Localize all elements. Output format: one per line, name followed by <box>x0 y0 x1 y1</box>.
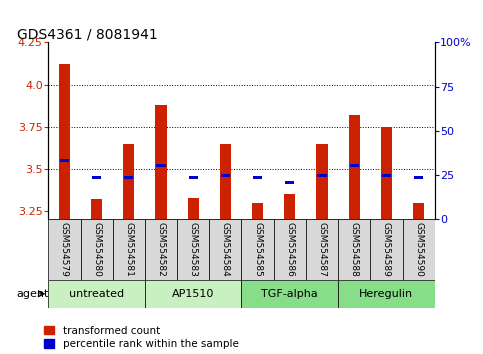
Bar <box>317 174 327 177</box>
Bar <box>92 176 101 179</box>
Bar <box>156 164 166 167</box>
Bar <box>349 115 360 219</box>
Bar <box>91 199 102 219</box>
Bar <box>124 176 133 179</box>
FancyBboxPatch shape <box>209 219 242 280</box>
Bar <box>60 159 69 162</box>
Bar <box>189 176 198 179</box>
Text: AP1510: AP1510 <box>172 289 214 299</box>
Bar <box>285 181 294 184</box>
Text: Heregulin: Heregulin <box>359 289 413 299</box>
FancyBboxPatch shape <box>145 280 242 308</box>
FancyBboxPatch shape <box>48 219 81 280</box>
Text: GSM554587: GSM554587 <box>317 222 327 278</box>
Text: GSM554590: GSM554590 <box>414 222 423 278</box>
FancyBboxPatch shape <box>81 219 113 280</box>
Text: GSM554584: GSM554584 <box>221 222 230 277</box>
FancyBboxPatch shape <box>177 219 209 280</box>
Bar <box>59 64 70 219</box>
Bar <box>316 144 327 219</box>
Bar <box>156 105 167 219</box>
Bar <box>350 164 359 167</box>
Bar <box>123 144 134 219</box>
Text: GSM554582: GSM554582 <box>156 222 166 277</box>
Bar <box>253 176 262 179</box>
Text: GSM554579: GSM554579 <box>60 222 69 278</box>
Text: GSM554581: GSM554581 <box>124 222 133 278</box>
FancyBboxPatch shape <box>48 280 145 308</box>
FancyBboxPatch shape <box>113 219 145 280</box>
Bar <box>413 202 424 219</box>
Bar <box>284 194 296 219</box>
Legend: transformed count, percentile rank within the sample: transformed count, percentile rank withi… <box>44 326 239 349</box>
FancyBboxPatch shape <box>370 219 402 280</box>
FancyBboxPatch shape <box>338 280 435 308</box>
Text: untreated: untreated <box>69 289 124 299</box>
Bar <box>220 144 231 219</box>
FancyBboxPatch shape <box>338 219 370 280</box>
Text: GSM554589: GSM554589 <box>382 222 391 278</box>
FancyBboxPatch shape <box>274 219 306 280</box>
Text: agent: agent <box>16 289 48 299</box>
FancyBboxPatch shape <box>306 219 338 280</box>
Text: GDS4361 / 8081941: GDS4361 / 8081941 <box>17 27 158 41</box>
Bar <box>381 127 392 219</box>
Text: GSM554588: GSM554588 <box>350 222 359 278</box>
FancyBboxPatch shape <box>145 219 177 280</box>
Bar <box>382 174 391 177</box>
FancyBboxPatch shape <box>402 219 435 280</box>
FancyBboxPatch shape <box>242 280 338 308</box>
FancyBboxPatch shape <box>242 219 274 280</box>
Text: GSM554580: GSM554580 <box>92 222 101 278</box>
Bar <box>187 198 199 219</box>
Text: GSM554585: GSM554585 <box>253 222 262 278</box>
Text: GSM554583: GSM554583 <box>189 222 198 278</box>
Bar <box>414 176 423 179</box>
Bar <box>252 202 263 219</box>
Text: GSM554586: GSM554586 <box>285 222 294 278</box>
Bar <box>221 174 230 177</box>
Text: TGF-alpha: TGF-alpha <box>261 289 318 299</box>
